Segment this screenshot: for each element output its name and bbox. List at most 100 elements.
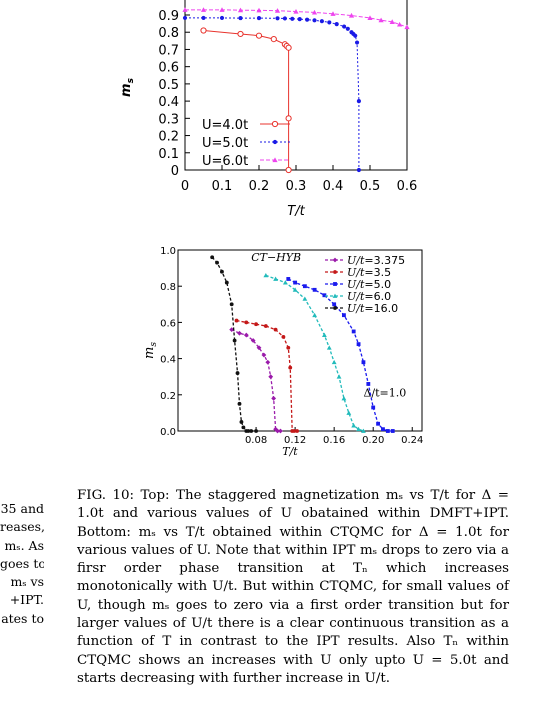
legend-label: U/t=6.0	[347, 290, 391, 303]
data-point	[333, 270, 337, 274]
data-point	[285, 115, 292, 122]
data-point	[381, 427, 385, 432]
data-point	[235, 371, 240, 375]
data-point	[275, 16, 280, 21]
data-point	[286, 345, 291, 350]
data-point	[288, 365, 293, 370]
data-point	[261, 352, 267, 358]
left-column-text: 35 and reases, mₛ. As goes to mₛ vs +IPT. ates…	[0, 500, 44, 701]
x-tick-label: 0.08	[245, 435, 267, 446]
left-column-line: +IPT.	[9, 592, 44, 608]
data-point	[224, 280, 229, 285]
data-point	[282, 16, 287, 21]
data-point	[397, 21, 403, 27]
x-tick-label: 0.24	[401, 435, 423, 446]
left-column-line: ates to	[1, 610, 44, 626]
data-point	[390, 429, 395, 433]
data-point	[351, 329, 356, 334]
data-point	[282, 280, 288, 285]
data-point	[234, 318, 239, 323]
data-point	[332, 293, 338, 298]
data-point	[312, 18, 317, 23]
data-point	[268, 374, 274, 380]
data-point	[351, 423, 357, 428]
data-point	[319, 19, 324, 24]
data-point	[342, 24, 347, 29]
caption-label: FIG. 10:	[77, 488, 135, 503]
x-tick-label: 0.5	[360, 179, 381, 194]
data-point	[286, 277, 291, 281]
left-column-line	[0, 665, 44, 683]
data-point	[241, 425, 246, 430]
x-tick-label: 0.16	[323, 435, 345, 446]
data-point	[333, 306, 337, 310]
data-point	[256, 16, 262, 21]
data-point	[345, 26, 350, 31]
data-point	[331, 359, 337, 365]
data-point	[312, 287, 317, 292]
data-point	[302, 284, 307, 289]
data-point	[292, 287, 298, 292]
data-point	[322, 293, 327, 298]
data-point	[238, 16, 243, 21]
left-column-line: reases,	[0, 519, 44, 535]
data-point	[389, 19, 395, 24]
data-point	[353, 33, 358, 38]
x-tick-label: 0.2	[249, 179, 270, 194]
data-point	[333, 282, 337, 286]
data-point	[356, 167, 361, 173]
data-point	[274, 8, 281, 13]
x-tick-label: 0.3	[286, 179, 307, 194]
y-tick-label: 0.8	[158, 26, 179, 41]
data-point	[275, 428, 280, 434]
data-point	[243, 332, 249, 338]
series-line	[287, 278, 393, 432]
data-point	[292, 429, 297, 433]
data-point	[334, 22, 339, 27]
annotation-delta: Δ/t=1.0	[363, 387, 406, 400]
data-point	[182, 7, 188, 12]
top-chart: 0 0.1 0.2 0.3 0.4 0.5 0.6 0 0.1 0.2 0.3 0.4 0.5 0.6 0.…	[119, 0, 417, 219]
legend-label: U/t=3.375	[347, 254, 405, 267]
data-point	[356, 99, 361, 104]
data-point	[305, 17, 310, 22]
data-point	[332, 257, 338, 263]
bottom-chart: 0.08 0.12 0.16 0.20 0.24 0.0 0.2 0.4 0.6 0.8 1.0 T/…	[142, 246, 423, 458]
data-point	[302, 296, 308, 301]
y-tick-label: 0.0	[160, 427, 176, 438]
data-point	[182, 15, 188, 21]
data-point	[239, 420, 244, 424]
x-axis-label: T/t	[287, 204, 305, 219]
data-point	[385, 429, 390, 433]
data-point	[332, 302, 337, 307]
data-point	[201, 15, 206, 21]
data-point	[285, 166, 292, 174]
data-point	[232, 338, 237, 343]
data-point	[210, 255, 215, 260]
left-column-line: 35 and	[0, 501, 44, 516]
data-point	[342, 313, 346, 318]
data-point	[378, 17, 384, 23]
data-point	[336, 374, 342, 379]
x-axis-label: T/t	[282, 445, 298, 458]
legend-label: U/t=5.0	[347, 278, 391, 291]
data-point	[356, 342, 361, 347]
data-point	[367, 15, 373, 21]
y-tick-label: 0.3	[158, 112, 179, 127]
data-point	[246, 429, 251, 433]
data-point	[200, 27, 207, 34]
data-point	[272, 139, 278, 145]
left-column-line	[0, 646, 44, 664]
y-axis-label: ms	[142, 342, 159, 359]
data-point	[237, 7, 244, 13]
data-point	[263, 272, 269, 278]
data-point	[366, 382, 371, 386]
x-tick-label: 0.1	[212, 179, 233, 194]
figure-caption: FIG. 10: Top: The staggered magnetizatio…	[77, 487, 509, 688]
data-point	[327, 20, 332, 25]
data-point	[265, 359, 271, 365]
legend-label: U=6.0t	[202, 154, 248, 169]
y-tick-label: 0.8	[160, 282, 176, 293]
data-point	[271, 120, 279, 128]
data-point	[295, 429, 299, 433]
